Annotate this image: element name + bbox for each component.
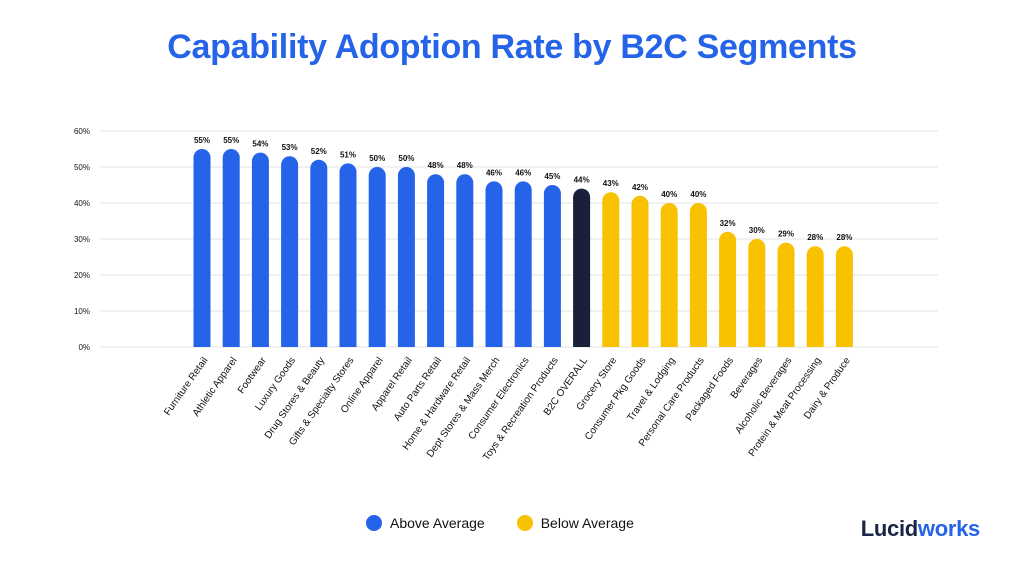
bar-base	[281, 338, 299, 347]
bar	[631, 195, 649, 347]
legend-label-above: Above Average	[390, 515, 485, 531]
legend-dot-below-icon	[516, 515, 533, 531]
bar-base	[719, 338, 737, 347]
bar-value-label: 48%	[457, 161, 473, 170]
bar-base	[602, 338, 620, 347]
bar-value-label: 50%	[369, 154, 385, 163]
y-tick-label: 40%	[74, 199, 90, 208]
bar-base	[193, 338, 211, 347]
bar-base	[806, 338, 824, 347]
bar-base	[514, 338, 532, 347]
bar-value-label: 45%	[544, 172, 560, 181]
bar	[777, 242, 795, 347]
bar	[339, 163, 357, 347]
logo-text-works: works	[917, 516, 980, 541]
bar-value-label: 55%	[223, 136, 239, 145]
bar	[660, 203, 678, 347]
bar-value-label: 48%	[428, 161, 444, 170]
bar-base	[485, 338, 503, 347]
brand-logo: Lucidworks	[860, 516, 981, 542]
chart-title: Capability Adoption Rate by B2C Segments	[167, 28, 857, 66]
legend-label-below: Below Average	[540, 515, 634, 531]
bar	[806, 246, 824, 347]
bar-base	[456, 338, 474, 347]
bar-base	[660, 338, 678, 347]
y-tick-label: 60%	[74, 127, 90, 136]
bar	[689, 203, 707, 347]
logo-text-lucid: Lucid	[860, 516, 918, 541]
legend-item-above-average: Above Average	[366, 515, 485, 531]
bar	[748, 239, 766, 347]
bar-base	[573, 338, 591, 347]
bar-base	[339, 338, 357, 347]
bar-value-label: 40%	[661, 190, 677, 199]
bar	[368, 167, 386, 347]
y-tick-label: 50%	[74, 163, 90, 172]
bar	[281, 156, 299, 347]
bar-base	[689, 338, 707, 347]
bar-value-label: 53%	[282, 143, 298, 152]
bar-base	[777, 338, 795, 347]
bar	[835, 246, 853, 347]
bar-value-label: 32%	[720, 219, 736, 228]
bar-base	[543, 338, 561, 347]
bar-value-label: 50%	[398, 154, 414, 163]
bar	[310, 159, 328, 347]
bar-base	[835, 338, 853, 347]
bar-value-label: 54%	[252, 140, 268, 149]
bar-value-label: 46%	[486, 168, 502, 177]
bar-value-label: 55%	[194, 136, 210, 145]
legend-item-below-average: Below Average	[516, 515, 634, 531]
bar-value-label: 28%	[807, 233, 823, 242]
bar-value-label: 29%	[778, 230, 794, 239]
bar-value-label: 40%	[690, 190, 706, 199]
bar-base	[748, 338, 766, 347]
bar-base	[310, 338, 328, 347]
bar-value-label: 52%	[311, 147, 327, 156]
bar	[222, 149, 240, 347]
bar	[397, 167, 415, 347]
bar-base	[222, 338, 240, 347]
bar-base	[397, 338, 415, 347]
bar-value-label: 30%	[749, 226, 765, 235]
bar	[485, 181, 503, 347]
bar	[193, 149, 211, 347]
legend-dot-above-icon	[366, 515, 382, 531]
bar	[427, 174, 445, 347]
bar-value-label: 46%	[515, 168, 531, 177]
bar-value-label: 43%	[603, 179, 619, 188]
bar-value-label: 44%	[574, 176, 590, 185]
bar	[251, 152, 269, 347]
bar-base	[251, 338, 269, 347]
bar	[514, 181, 532, 347]
y-tick-label: 10%	[74, 307, 90, 316]
y-tick-label: 0%	[78, 343, 90, 352]
legend: Above Average Below Average	[366, 515, 634, 531]
bar-value-label: 51%	[340, 150, 356, 159]
bar	[456, 174, 474, 347]
bar-base	[368, 338, 386, 347]
bar-base	[427, 338, 445, 347]
y-tick-label: 30%	[74, 235, 90, 244]
bar-base	[631, 338, 649, 347]
bar-value-label: 42%	[632, 183, 648, 192]
bar	[573, 188, 591, 347]
bar	[543, 185, 561, 347]
bar	[602, 192, 620, 347]
bar	[719, 231, 737, 347]
y-tick-label: 20%	[74, 271, 90, 280]
bar-value-label: 28%	[836, 233, 852, 242]
